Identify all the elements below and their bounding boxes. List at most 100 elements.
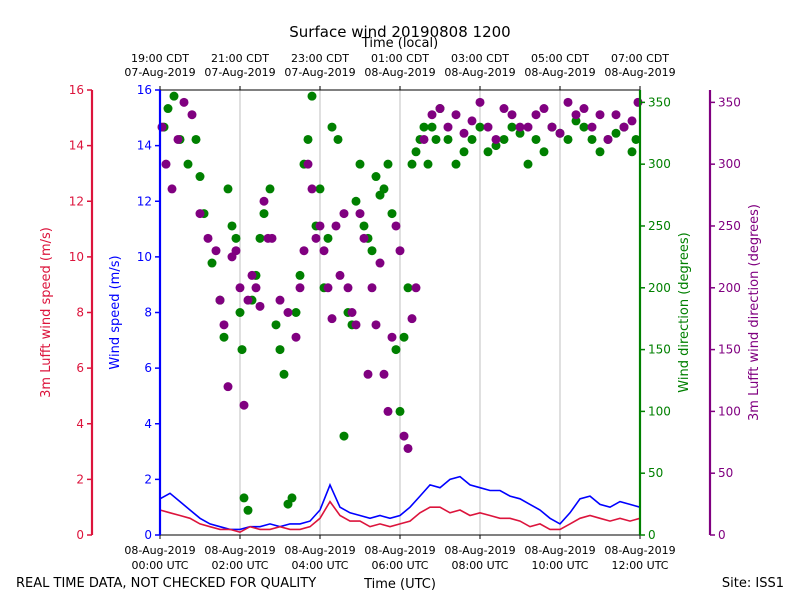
lufft_direction-point bbox=[391, 221, 401, 231]
direction-point bbox=[219, 332, 229, 342]
direction-point bbox=[383, 159, 393, 169]
lufft_direction-point bbox=[239, 400, 249, 410]
series-line-speed bbox=[159, 475, 641, 531]
lufft_direction-point bbox=[295, 283, 305, 293]
direction-point bbox=[611, 128, 621, 138]
lufft_speed-axis-label: 3m Lufft wind speed (m/s) bbox=[39, 227, 54, 398]
lufft_direction-tick-label: 100 bbox=[718, 404, 741, 418]
lufft_direction-point bbox=[319, 246, 329, 256]
top-axis-label: Time (local) bbox=[361, 36, 438, 51]
x-tick-time: 00:00 UTC bbox=[131, 559, 188, 572]
direction-point bbox=[515, 128, 525, 138]
x-tick-date: 08-Aug-2019 bbox=[604, 544, 675, 557]
speed-tick-label: 0 bbox=[144, 528, 152, 542]
lufft_direction-point bbox=[547, 122, 557, 132]
lufft_direction-point bbox=[395, 246, 405, 256]
lufft_direction-point bbox=[307, 184, 317, 194]
lufft_direction-tick-label: 50 bbox=[718, 466, 733, 480]
direction-tick-label: 0 bbox=[648, 528, 656, 542]
lufft_direction-point bbox=[211, 246, 221, 256]
direction-point bbox=[399, 332, 409, 342]
direction-point bbox=[427, 122, 437, 132]
direction-point bbox=[355, 159, 365, 169]
lufft_direction-point bbox=[475, 97, 485, 107]
lufft_direction-point bbox=[343, 283, 353, 293]
series-line-lufft_speed bbox=[159, 500, 641, 534]
lufft_direction-point bbox=[275, 295, 285, 305]
lufft_direction-point bbox=[627, 116, 637, 126]
speed-tick-label: 2 bbox=[144, 472, 152, 486]
direction-point bbox=[327, 122, 337, 132]
bottom-axis-label: Time (UTC) bbox=[363, 577, 436, 592]
direction-point bbox=[395, 406, 405, 416]
lufft_speed-tick-label: 16 bbox=[69, 83, 84, 97]
direction-point bbox=[191, 134, 201, 144]
direction-point bbox=[243, 505, 253, 515]
direction-point bbox=[423, 159, 433, 169]
direction-point bbox=[227, 221, 237, 231]
lufft_direction-point bbox=[283, 308, 293, 317]
lufft_direction-tick-label: 250 bbox=[718, 219, 741, 233]
direction-point bbox=[195, 172, 205, 182]
lufft_direction-point bbox=[523, 122, 533, 132]
lufft_direction-point bbox=[243, 295, 253, 305]
lufft_speed-tick-label: 14 bbox=[69, 139, 84, 153]
series-lufft_direction bbox=[157, 97, 643, 453]
top-tick-time: 21:00 CDT bbox=[211, 52, 269, 65]
direction-point bbox=[475, 122, 485, 132]
direction-point bbox=[579, 122, 589, 132]
speed-axis-label: Wind speed (m/s) bbox=[108, 255, 123, 369]
x-tick-date: 08-Aug-2019 bbox=[204, 544, 275, 557]
lufft_direction-tick-label: 150 bbox=[718, 343, 741, 357]
lufft_direction-point bbox=[367, 283, 377, 293]
direction-axis-label: Wind direction (degrees) bbox=[677, 232, 692, 392]
lufft_direction-point bbox=[259, 196, 269, 206]
direction-point bbox=[563, 134, 573, 144]
lufft_direction-point bbox=[335, 270, 345, 280]
top-tick-time: 01:00 CDT bbox=[371, 52, 429, 65]
lufft_direction-point bbox=[571, 110, 581, 120]
lufft_direction-point bbox=[355, 209, 365, 219]
direction-tick-label: 100 bbox=[648, 404, 671, 418]
direction-point bbox=[391, 345, 401, 355]
direction-point bbox=[255, 233, 265, 243]
lufft_direction-point bbox=[359, 233, 369, 243]
direction-point bbox=[379, 184, 389, 194]
speed-tick-label: 14 bbox=[137, 139, 152, 153]
lufft_direction-point bbox=[315, 221, 325, 231]
lufft_direction-point bbox=[435, 104, 445, 114]
lufft_direction-point bbox=[387, 332, 397, 342]
lufft_direction-point bbox=[235, 283, 245, 293]
lufft_direction-point bbox=[215, 295, 225, 305]
lufft_direction-point bbox=[203, 233, 213, 243]
direction-point bbox=[443, 134, 453, 144]
direction-point bbox=[265, 184, 275, 194]
speed-tick-label: 16 bbox=[137, 83, 152, 97]
direction-point bbox=[303, 134, 313, 144]
axis-lufft_direction: 0 50 100 150 200 250 300 350 3m Lufft wind direc… bbox=[708, 90, 762, 542]
direction-point bbox=[451, 159, 461, 169]
lufft_direction-point bbox=[483, 122, 493, 132]
direction-point bbox=[539, 147, 549, 157]
speed-tick-label: 12 bbox=[137, 194, 152, 208]
x-tick-time: 12:00 UTC bbox=[611, 559, 668, 572]
top-tick-date: 08-Aug-2019 bbox=[524, 66, 595, 79]
lufft_direction-axis-label: 3m Lufft wind direction (degrees) bbox=[747, 204, 762, 421]
direction-tick-label: 200 bbox=[648, 281, 671, 295]
lufft_direction-point bbox=[291, 332, 301, 342]
direction-point bbox=[491, 141, 501, 151]
chart-title: Surface wind 20190808 1200 bbox=[289, 23, 510, 41]
direction-point bbox=[631, 134, 641, 144]
direction-point bbox=[339, 431, 349, 441]
lufft_direction-point bbox=[399, 431, 409, 441]
direction-point bbox=[595, 147, 605, 157]
lufft_direction-point bbox=[195, 209, 205, 219]
direction-point bbox=[169, 91, 179, 101]
x-tick-date: 08-Aug-2019 bbox=[284, 544, 355, 557]
lufft_direction-point bbox=[419, 134, 429, 144]
direction-tick-label: 150 bbox=[648, 343, 671, 357]
lufft_direction-point bbox=[173, 134, 183, 144]
x-tick-time: 10:00 UTC bbox=[531, 559, 588, 572]
lufft_direction-point bbox=[157, 122, 167, 132]
direction-point bbox=[239, 493, 249, 503]
